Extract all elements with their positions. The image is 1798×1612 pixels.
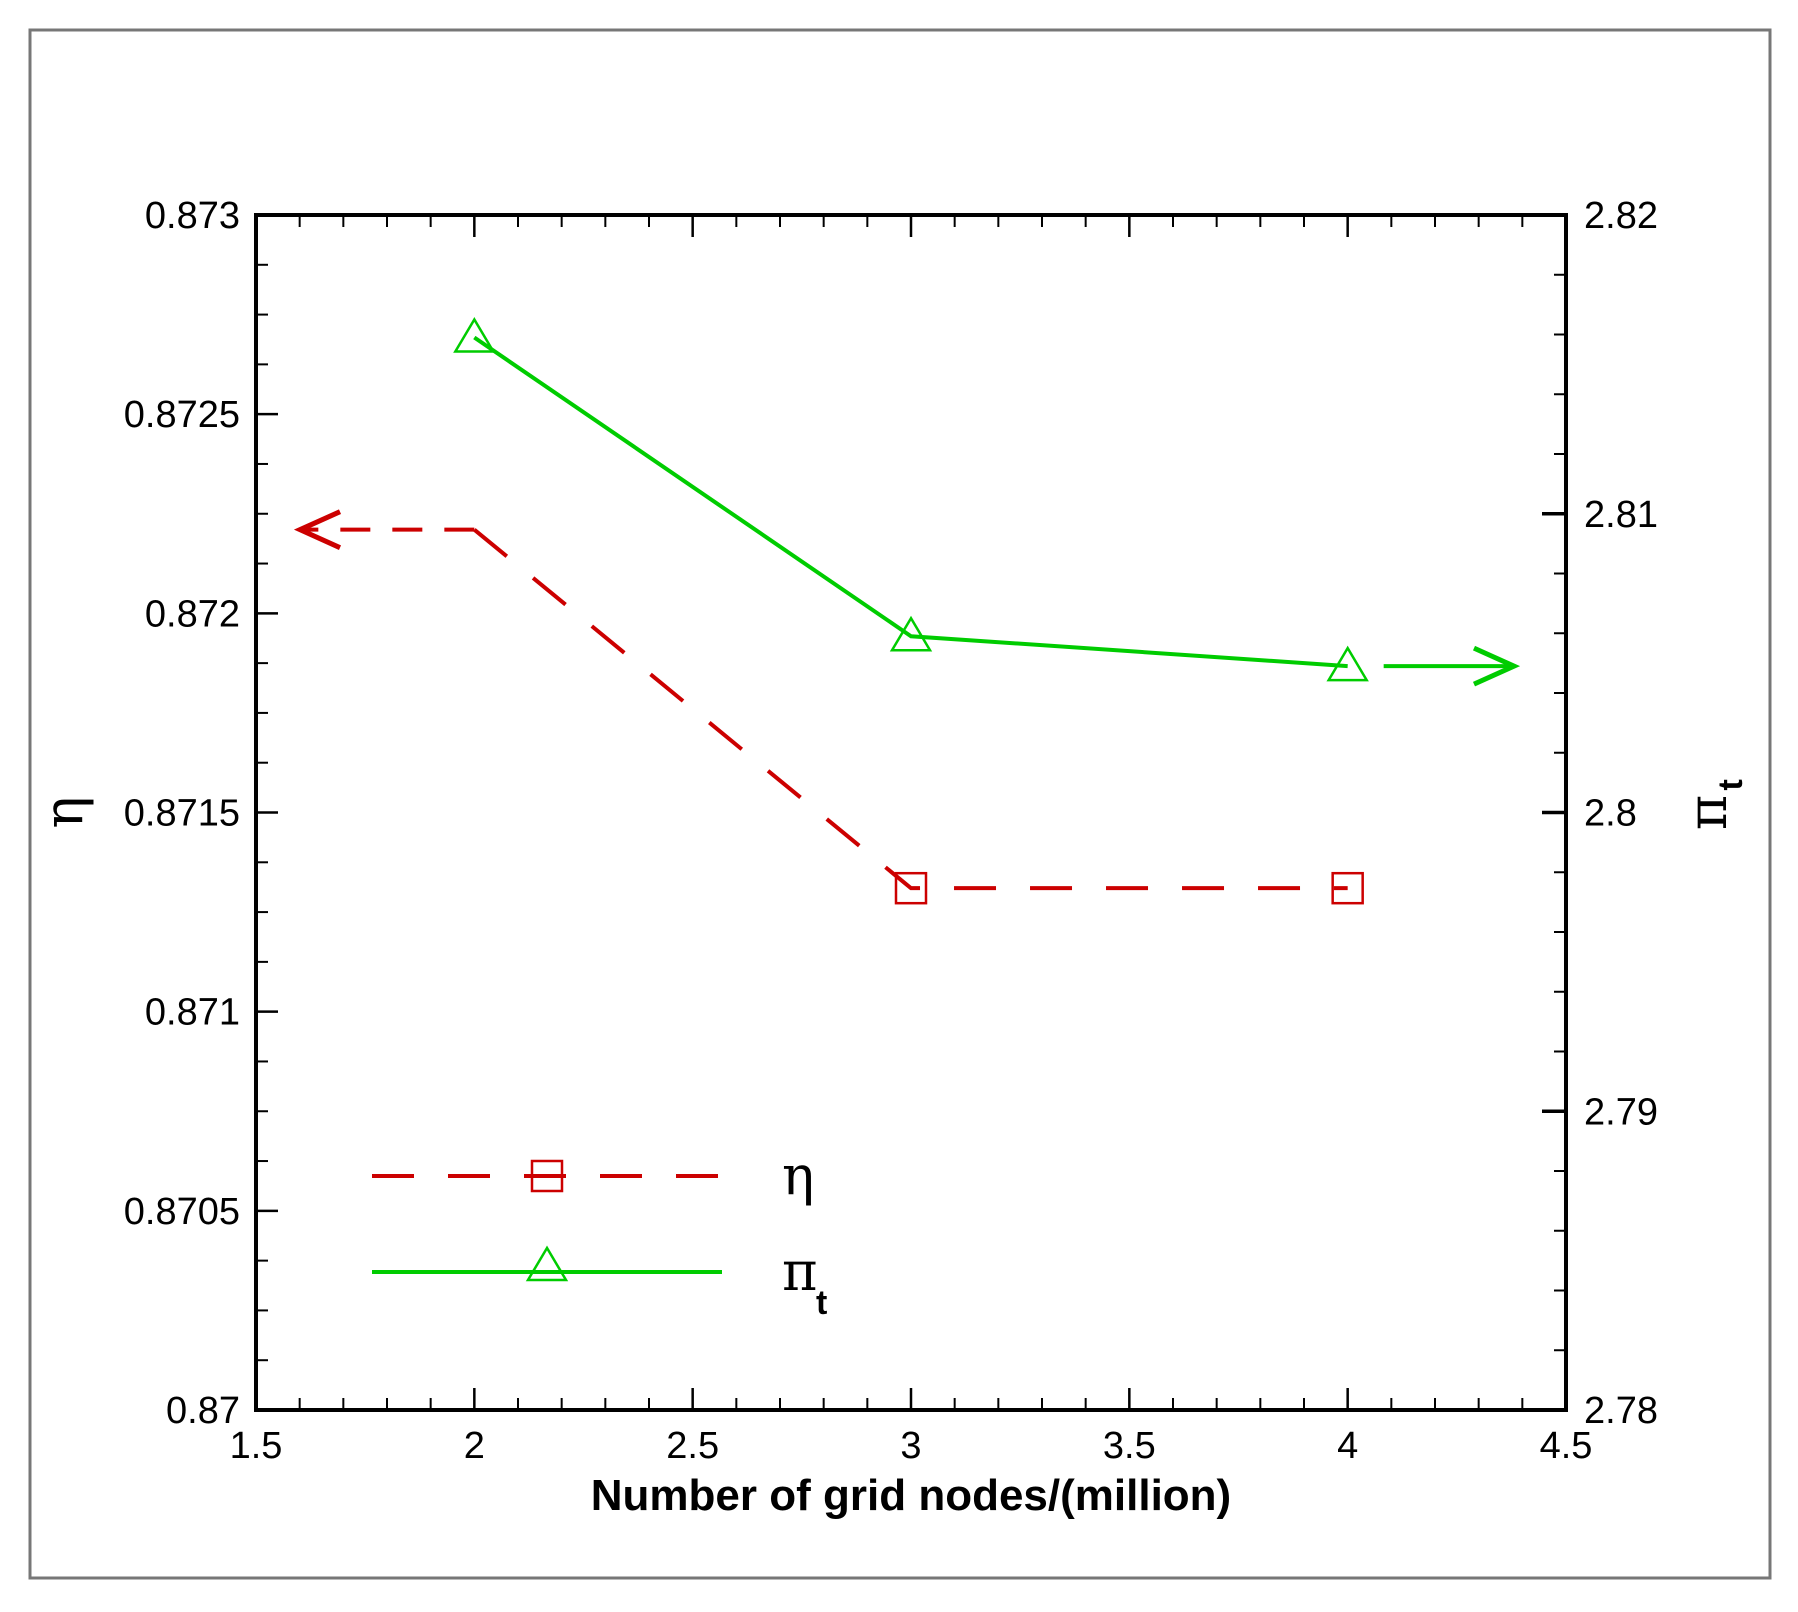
- x-tick-label: 4.5: [1540, 1425, 1593, 1467]
- x-tick-label: 4: [1337, 1425, 1358, 1467]
- x-tick-label: 2: [464, 1425, 485, 1467]
- legend-label-1: π: [782, 1240, 818, 1303]
- series-line-0: [473, 528, 1348, 891]
- series-1-marker: [889, 615, 933, 652]
- series-1-arrow-head: [1472, 645, 1521, 687]
- y-right-axis-symbol: π: [1676, 795, 1739, 831]
- x-tick-label: 2.5: [666, 1425, 719, 1467]
- series-1-marker: [1326, 645, 1369, 682]
- y-right-tick-label: 2.78: [1584, 1390, 1658, 1432]
- y-right-tick-label: 2.81: [1584, 494, 1658, 536]
- y-left-axis-symbol: η: [32, 796, 95, 828]
- y-right-tick-label: 2.8: [1584, 793, 1637, 835]
- series-0-marker: [1331, 871, 1364, 905]
- x-tick-label: 3.5: [1103, 1425, 1156, 1467]
- y-right-axis-title: πt: [1676, 779, 1750, 830]
- figure-frame: [28, 28, 1772, 1580]
- y-right-tick-label: 2.82: [1584, 195, 1658, 237]
- y-right-axis-subscript: t: [1712, 779, 1750, 790]
- legend-label-subscript-1: t: [816, 1284, 827, 1322]
- y-left-tick-label: 0.872: [145, 593, 240, 635]
- y-right-tick-label: 2.79: [1584, 1091, 1658, 1133]
- y-left-tick-label: 0.8725: [124, 394, 240, 436]
- legend-marker-0: [530, 1159, 564, 1193]
- series-0-arrow-head: [293, 509, 342, 550]
- legend-label-0: η: [782, 1144, 814, 1207]
- x-tick-label: 1.5: [230, 1425, 283, 1467]
- legend-marker-1: [525, 1245, 569, 1282]
- y-left-tick-label: 0.8705: [124, 1191, 240, 1233]
- series-1-marker: [453, 317, 496, 353]
- y-left-tick-label: 0.871: [145, 992, 240, 1034]
- y-left-tick-label: 0.873: [145, 195, 240, 237]
- y-left-tick-label: 0.87: [166, 1390, 240, 1432]
- x-tick-label: 3: [900, 1425, 921, 1467]
- series-0-marker: [894, 871, 928, 905]
- y-left-tick-label: 0.8715: [124, 793, 240, 835]
- y-left-axis-title: η: [32, 796, 95, 828]
- series-line-1: [473, 335, 1348, 669]
- x-axis-title: Number of grid nodes/(million): [591, 1471, 1231, 1520]
